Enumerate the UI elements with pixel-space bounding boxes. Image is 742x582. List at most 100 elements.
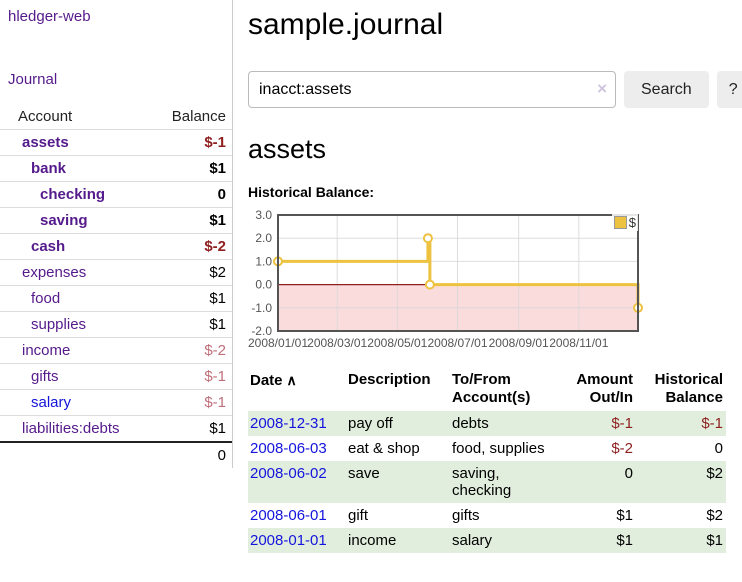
accounts-table-header-row: Account Balance xyxy=(0,104,232,130)
sidebar-account-link[interactable]: assets xyxy=(22,134,69,151)
account-balance: $1 xyxy=(209,212,226,229)
transaction-balance-cell: 0 xyxy=(714,440,723,457)
account-balance: 0 xyxy=(217,186,226,203)
sidebar-account-link[interactable]: bank xyxy=(31,160,67,177)
svg-text:0.0: 0.0 xyxy=(255,278,272,292)
sidebar: hledger-web Journal Account Balance asse… xyxy=(0,0,233,468)
transaction-date-link[interactable]: 2008-06-03 xyxy=(250,440,327,457)
transaction-balance-cell: $1 xyxy=(706,532,723,549)
sidebar-account-link[interactable]: saving xyxy=(40,212,88,229)
transaction-balance-cell: $2 xyxy=(706,507,723,524)
accounts-table-body: assets $-1 bank $1 checking 0 saving $1 cash $-2 e… xyxy=(0,129,232,443)
transaction-accounts-cell: food, supplies xyxy=(452,440,545,457)
transaction-row: 2008-06-02 save saving, checking 0 $2 xyxy=(248,461,726,503)
sidebar-account-link[interactable]: checking xyxy=(40,186,106,203)
account-balance: $1 xyxy=(209,160,226,177)
date-column-header[interactable]: Date ∧ xyxy=(250,372,297,389)
account-balance: $1 xyxy=(209,316,226,333)
transaction-balance-cell: $2 xyxy=(706,465,723,482)
account-column-header: Account xyxy=(18,108,73,125)
transaction-amount-cell: $1 xyxy=(616,532,633,549)
account-balance: $-2 xyxy=(204,238,226,255)
search-input[interactable] xyxy=(248,71,616,108)
account-row: cash $-2 xyxy=(0,233,232,260)
account-balance: $-1 xyxy=(204,394,226,411)
sidebar-account-link[interactable]: food xyxy=(31,290,61,307)
sidebar-account-link[interactable]: cash xyxy=(31,238,66,255)
sidebar-account-link[interactable]: supplies xyxy=(31,316,87,333)
svg-text:2008/07/01: 2008/07/01 xyxy=(427,336,487,350)
main-content: sample.journal × Search ? assets Histori… xyxy=(233,0,742,553)
help-button[interactable]: ? xyxy=(716,71,742,108)
account-row: food $1 xyxy=(0,285,232,312)
sort-ascending-icon: ∧ xyxy=(286,372,297,388)
account-balance: $-1 xyxy=(204,368,226,385)
account-balance: $-2 xyxy=(204,342,226,359)
register-table: Date ∧ Description To/From Account(s) Amo… xyxy=(248,369,726,553)
account-balance: $1 xyxy=(209,420,226,437)
transaction-description-cell: pay off xyxy=(348,415,393,432)
transaction-date-link[interactable]: 2008-06-01 xyxy=(250,507,327,524)
transaction-balance-cell: $-1 xyxy=(701,415,723,432)
transaction-accounts-cell: salary xyxy=(452,532,493,549)
search-input-wrap: × xyxy=(248,71,616,108)
sidebar-account-link[interactable]: income xyxy=(22,342,71,359)
sidebar-account-link[interactable]: salary xyxy=(31,394,72,411)
transaction-date-link[interactable]: 2008-12-31 xyxy=(250,415,327,432)
search-bar: × Search ? xyxy=(248,71,742,108)
sidebar-account-link[interactable]: gifts xyxy=(31,368,59,385)
sidebar-account-link[interactable]: expenses xyxy=(22,264,87,281)
svg-text:3.0: 3.0 xyxy=(255,208,272,222)
transaction-description-cell: eat & shop xyxy=(348,440,420,457)
transaction-date-cell: 2008-01-01 xyxy=(248,528,346,553)
svg-text:2008/09/01: 2008/09/01 xyxy=(489,336,549,350)
transaction-date-link[interactable]: 2008-01-01 xyxy=(250,532,327,549)
accounts-total-value: 0 xyxy=(217,447,226,464)
transaction-row: 2008-01-01 income salary $1 $1 xyxy=(248,528,726,553)
account-row: bank $1 xyxy=(0,155,232,182)
transaction-amount-cell: $-1 xyxy=(611,415,633,432)
transaction-description-cell: income xyxy=(348,532,397,549)
balance-column-header: Balance xyxy=(171,108,226,125)
svg-text:-1.0: -1.0 xyxy=(251,301,272,315)
transaction-date-link[interactable]: 2008-06-02 xyxy=(250,465,327,482)
clear-search-icon[interactable]: × xyxy=(597,79,607,98)
account-row: checking 0 xyxy=(0,181,232,208)
transaction-accounts-cell: debts xyxy=(452,415,489,432)
historical-balance-chart: 3.0 2.0 1.0 0.0 -1.0 -2.0 2008/01/01 2008/03/01… xyxy=(248,208,646,353)
account-balance: $2 xyxy=(209,264,226,281)
sidebar-account-link[interactable]: liabilities:debts xyxy=(22,420,120,437)
app-title-link[interactable]: hledger-web xyxy=(8,8,91,25)
transaction-amount-cell: $1 xyxy=(616,507,633,524)
account-page-title: assets xyxy=(248,134,327,164)
legend-label: $ xyxy=(628,215,636,230)
account-row: expenses $2 xyxy=(0,259,232,286)
legend-swatch-icon xyxy=(613,216,627,229)
account-row: liabilities:debts $1 xyxy=(0,415,232,443)
description-column-header: Description xyxy=(348,371,431,388)
transaction-description-cell: gift xyxy=(348,507,369,524)
account-row: supplies $1 xyxy=(0,311,232,338)
svg-text:1.0: 1.0 xyxy=(255,254,272,268)
chart-label: Historical Balance: xyxy=(248,184,375,200)
transaction-description-cell: save xyxy=(348,465,380,482)
account-balance: $1 xyxy=(209,290,226,307)
svg-text:2.0: 2.0 xyxy=(255,231,272,245)
account-balance: $-1 xyxy=(204,134,226,151)
svg-text:2008/03/01: 2008/03/01 xyxy=(307,336,367,350)
svg-text:2008/05/01: 2008/05/01 xyxy=(367,336,427,350)
page-title: sample.journal xyxy=(248,8,444,41)
account-row: assets $-1 xyxy=(0,129,232,156)
transaction-accounts-cell: saving, checking xyxy=(452,465,512,499)
account-row: salary $-1 xyxy=(0,389,232,416)
search-button[interactable]: Search xyxy=(624,71,709,108)
sidebar-item-journal[interactable]: Journal xyxy=(8,71,58,88)
transaction-date-cell: 2008-06-03 xyxy=(248,436,346,461)
transaction-date-cell: 2008-06-02 xyxy=(248,461,346,503)
transaction-row: 2008-12-31 pay off debts $-1 $-1 xyxy=(248,411,726,436)
account-row: income $-2 xyxy=(0,337,232,364)
svg-text:-2.0: -2.0 xyxy=(251,324,272,338)
balance-column-header: Historical Balance xyxy=(654,371,723,406)
svg-text:2008/11/01: 2008/11/01 xyxy=(549,336,608,350)
